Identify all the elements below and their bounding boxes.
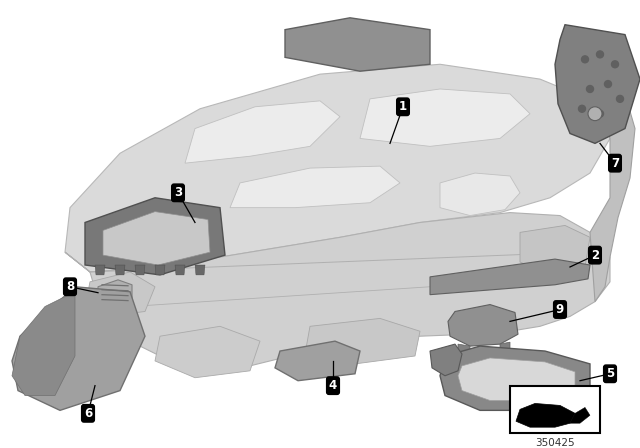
Polygon shape	[590, 94, 635, 302]
Polygon shape	[500, 342, 510, 356]
Polygon shape	[95, 265, 105, 275]
Polygon shape	[458, 358, 575, 401]
Polygon shape	[12, 292, 75, 396]
Polygon shape	[135, 265, 145, 275]
Circle shape	[586, 86, 593, 92]
Polygon shape	[195, 265, 205, 275]
Polygon shape	[555, 25, 640, 143]
Polygon shape	[65, 213, 610, 371]
Text: 5: 5	[606, 367, 614, 380]
Polygon shape	[520, 225, 590, 275]
Polygon shape	[275, 341, 360, 381]
Polygon shape	[230, 166, 400, 208]
Circle shape	[588, 107, 602, 121]
Polygon shape	[85, 198, 225, 275]
Polygon shape	[12, 287, 145, 410]
Text: 2: 2	[591, 249, 599, 262]
Circle shape	[616, 95, 623, 102]
Polygon shape	[440, 346, 590, 410]
Circle shape	[611, 61, 618, 68]
Circle shape	[579, 105, 586, 112]
Polygon shape	[448, 305, 518, 346]
Bar	[510, 386, 600, 433]
Text: 4: 4	[329, 379, 337, 392]
Polygon shape	[430, 344, 462, 376]
Polygon shape	[458, 344, 470, 358]
Polygon shape	[98, 280, 132, 306]
Polygon shape	[155, 326, 260, 378]
Polygon shape	[516, 404, 575, 427]
Circle shape	[596, 110, 604, 117]
Polygon shape	[305, 319, 420, 364]
Circle shape	[605, 81, 611, 87]
Polygon shape	[185, 101, 340, 163]
Polygon shape	[65, 64, 610, 272]
Circle shape	[582, 56, 589, 63]
Text: 1: 1	[399, 100, 407, 113]
Polygon shape	[85, 272, 155, 316]
Polygon shape	[570, 407, 590, 423]
Polygon shape	[175, 265, 185, 275]
Polygon shape	[360, 89, 530, 146]
Polygon shape	[430, 259, 590, 295]
Polygon shape	[440, 173, 520, 215]
Text: 350425: 350425	[535, 438, 575, 448]
Text: 3: 3	[174, 186, 182, 199]
Polygon shape	[155, 265, 165, 275]
Text: 7: 7	[611, 157, 619, 170]
Text: 8: 8	[66, 280, 74, 293]
Polygon shape	[103, 211, 210, 265]
Text: 9: 9	[556, 303, 564, 316]
Polygon shape	[115, 265, 125, 275]
Circle shape	[596, 51, 604, 58]
Text: 6: 6	[84, 407, 92, 420]
Polygon shape	[285, 18, 430, 71]
